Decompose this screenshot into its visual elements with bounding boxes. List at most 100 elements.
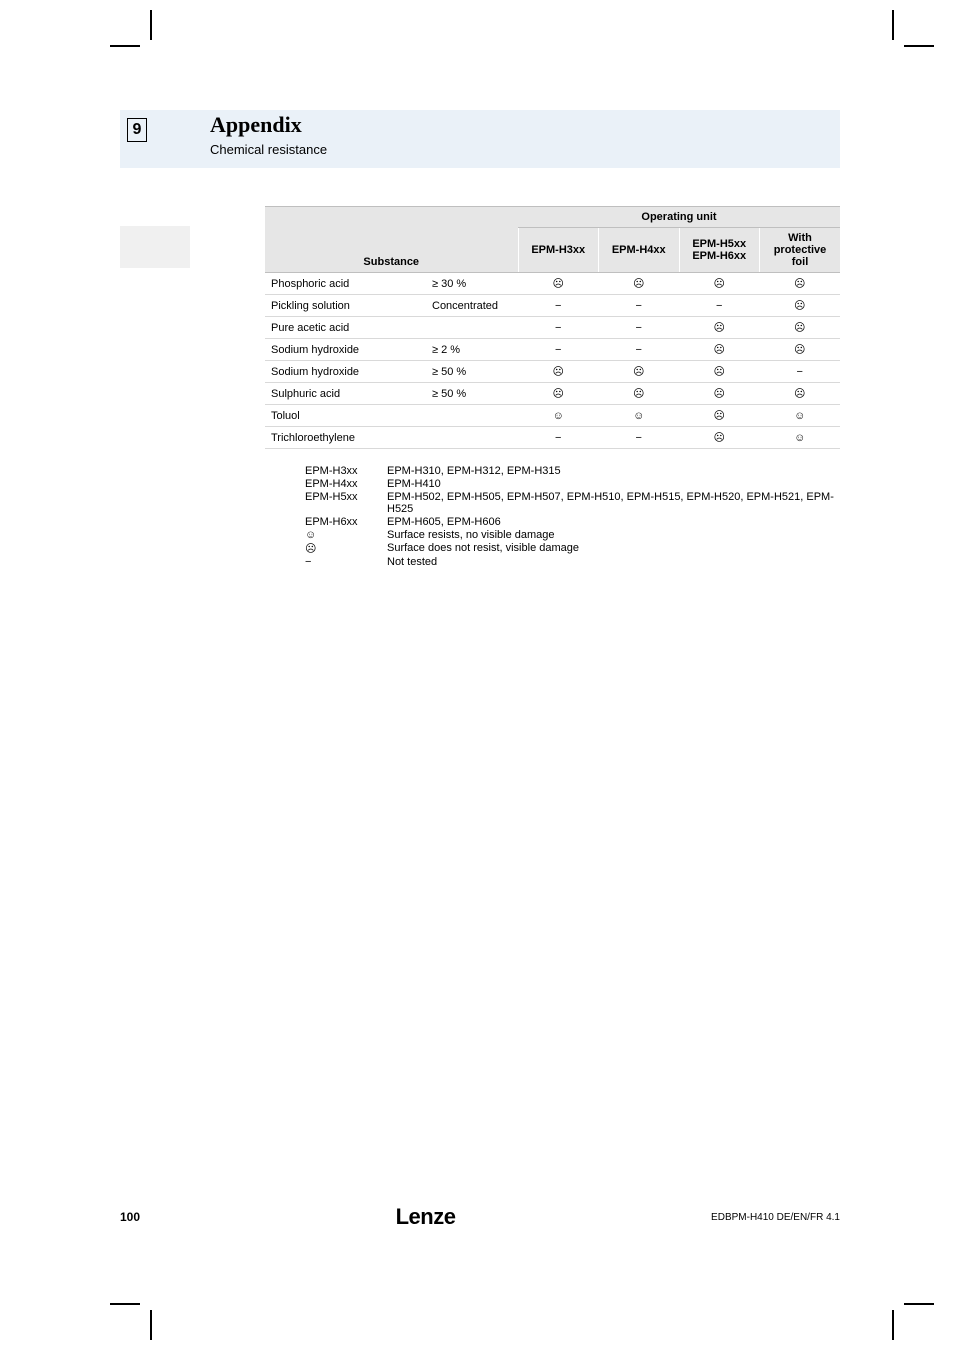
cell-h3: − <box>518 317 599 339</box>
cell-foil: ☹ <box>760 383 841 405</box>
legend-key: ☹ <box>305 542 387 555</box>
cell-h3: ☹ <box>518 383 599 405</box>
cell-foil: ☺ <box>760 405 841 427</box>
col-foil: With protective foil <box>760 228 841 273</box>
col-h56: EPM-H5xx EPM-H6xx <box>679 228 760 273</box>
brand-logo-text: Lenze <box>396 1204 456 1230</box>
cell-substance: Pure acetic acid <box>265 317 426 339</box>
legend-row: EPM-H5xx EPM-H502, EPM-H505, EPM-H507, E… <box>305 491 840 515</box>
cell-h4: − <box>599 317 680 339</box>
cell-foil: ☹ <box>760 317 841 339</box>
col-substance: Substance <box>265 207 518 273</box>
legend-value: EPM-H605, EPM-H606 <box>387 516 840 528</box>
legend-value: EPM-H502, EPM-H505, EPM-H507, EPM-H510, … <box>387 491 840 515</box>
cell-substance: Phosphoric acid <box>265 273 426 295</box>
legend-value: Surface resists, no visible damage <box>387 529 840 541</box>
legend-row: EPM-H6xx EPM-H605, EPM-H606 <box>305 516 840 528</box>
legend-value: Not tested <box>387 556 840 568</box>
cell-h56: ☹ <box>679 405 760 427</box>
cell-conc: ≥ 30 % <box>426 273 518 295</box>
cell-conc: ≥ 50 % <box>426 361 518 383</box>
cell-substance: Sodium hydroxide <box>265 339 426 361</box>
cell-substance: Toluol <box>265 405 426 427</box>
cell-conc <box>426 317 518 339</box>
crop-mark-icon <box>904 45 934 47</box>
col-group-operating-unit: Operating unit <box>518 207 840 228</box>
legend-row: EPM-H3xx EPM-H310, EPM-H312, EPM-H315 <box>305 465 840 477</box>
legend-row: − Not tested <box>305 556 840 568</box>
cell-foil: ☺ <box>760 427 841 449</box>
cell-substance: Sulphuric acid <box>265 383 426 405</box>
crop-mark-icon <box>892 10 894 40</box>
cell-foil: − <box>760 361 841 383</box>
cell-h56: − <box>679 295 760 317</box>
cell-substance: Trichloroethylene <box>265 427 426 449</box>
cell-h56: ☹ <box>679 383 760 405</box>
page-title: Appendix <box>210 112 302 138</box>
page: 9 Appendix Chemical resistance Substance… <box>0 0 954 1350</box>
col-h4: EPM-H4xx <box>599 228 680 273</box>
cell-foil: ☹ <box>760 273 841 295</box>
cell-h56: ☹ <box>679 361 760 383</box>
legend-key: EPM-H4xx <box>305 478 387 490</box>
cell-foil: ☹ <box>760 339 841 361</box>
content-area: Substance Operating unit EPM-H3xx EPM-H4… <box>265 206 840 569</box>
page-subtitle: Chemical resistance <box>210 142 327 157</box>
legend: EPM-H3xx EPM-H310, EPM-H312, EPM-H315 EP… <box>305 465 840 568</box>
cell-h4: ☹ <box>599 383 680 405</box>
cell-conc: ≥ 2 % <box>426 339 518 361</box>
legend-key: ☺ <box>305 529 387 541</box>
doc-id: EDBPM-H410 DE/EN/FR 4.1 <box>711 1212 840 1223</box>
chapter-number: 9 <box>133 121 142 138</box>
cell-conc: ≥ 50 % <box>426 383 518 405</box>
table-row: Sodium hydroxide ≥ 50 % ☹ ☹ ☹ − <box>265 361 840 383</box>
chapter-number-box: 9 <box>127 118 147 142</box>
side-stub <box>120 226 190 268</box>
cell-h3: ☹ <box>518 273 599 295</box>
legend-key: EPM-H5xx <box>305 491 387 515</box>
cell-conc <box>426 405 518 427</box>
legend-row: ☹ Surface does not resist, visible damag… <box>305 542 840 555</box>
cell-h3: ☹ <box>518 361 599 383</box>
cell-h4: ☹ <box>599 273 680 295</box>
page-footer: 100 Lenze EDBPM-H410 DE/EN/FR 4.1 <box>120 1204 840 1230</box>
crop-mark-icon <box>150 1310 152 1340</box>
crop-mark-icon <box>150 10 152 40</box>
cell-h56: ☹ <box>679 317 760 339</box>
crop-mark-icon <box>110 1303 140 1305</box>
cell-foil: ☹ <box>760 295 841 317</box>
legend-value: Surface does not resist, visible damage <box>387 542 840 555</box>
table-row: Trichloroethylene − − ☹ ☺ <box>265 427 840 449</box>
legend-value: EPM-H410 <box>387 478 840 490</box>
cell-h3: ☺ <box>518 405 599 427</box>
cell-h4: ☺ <box>599 405 680 427</box>
cell-conc: Concentrated <box>426 295 518 317</box>
legend-key: EPM-H6xx <box>305 516 387 528</box>
cell-h3: − <box>518 427 599 449</box>
cell-h4: − <box>599 427 680 449</box>
cell-substance: Pickling solution <box>265 295 426 317</box>
table-body: Phosphoric acid ≥ 30 % ☹ ☹ ☹ ☹ Pickling … <box>265 273 840 449</box>
table-row: Phosphoric acid ≥ 30 % ☹ ☹ ☹ ☹ <box>265 273 840 295</box>
cell-h4: − <box>599 295 680 317</box>
table-row: Pickling solution Concentrated − − − ☹ <box>265 295 840 317</box>
legend-key: − <box>305 556 387 568</box>
table-row: Toluol ☺ ☺ ☹ ☺ <box>265 405 840 427</box>
cell-h56: ☹ <box>679 339 760 361</box>
legend-row: ☺ Surface resists, no visible damage <box>305 529 840 541</box>
cell-conc <box>426 427 518 449</box>
cell-h4: − <box>599 339 680 361</box>
chemical-resistance-table: Substance Operating unit EPM-H3xx EPM-H4… <box>265 206 840 449</box>
cell-h56: ☹ <box>679 273 760 295</box>
table-row: Pure acetic acid − − ☹ ☹ <box>265 317 840 339</box>
legend-row: EPM-H4xx EPM-H410 <box>305 478 840 490</box>
cell-h56: ☹ <box>679 427 760 449</box>
col-h3: EPM-H3xx <box>518 228 599 273</box>
cell-h3: − <box>518 295 599 317</box>
crop-mark-icon <box>892 1310 894 1340</box>
cell-h4: ☹ <box>599 361 680 383</box>
crop-mark-icon <box>904 1303 934 1305</box>
crop-mark-icon <box>110 45 140 47</box>
legend-key: EPM-H3xx <box>305 465 387 477</box>
page-number: 100 <box>120 1210 140 1224</box>
